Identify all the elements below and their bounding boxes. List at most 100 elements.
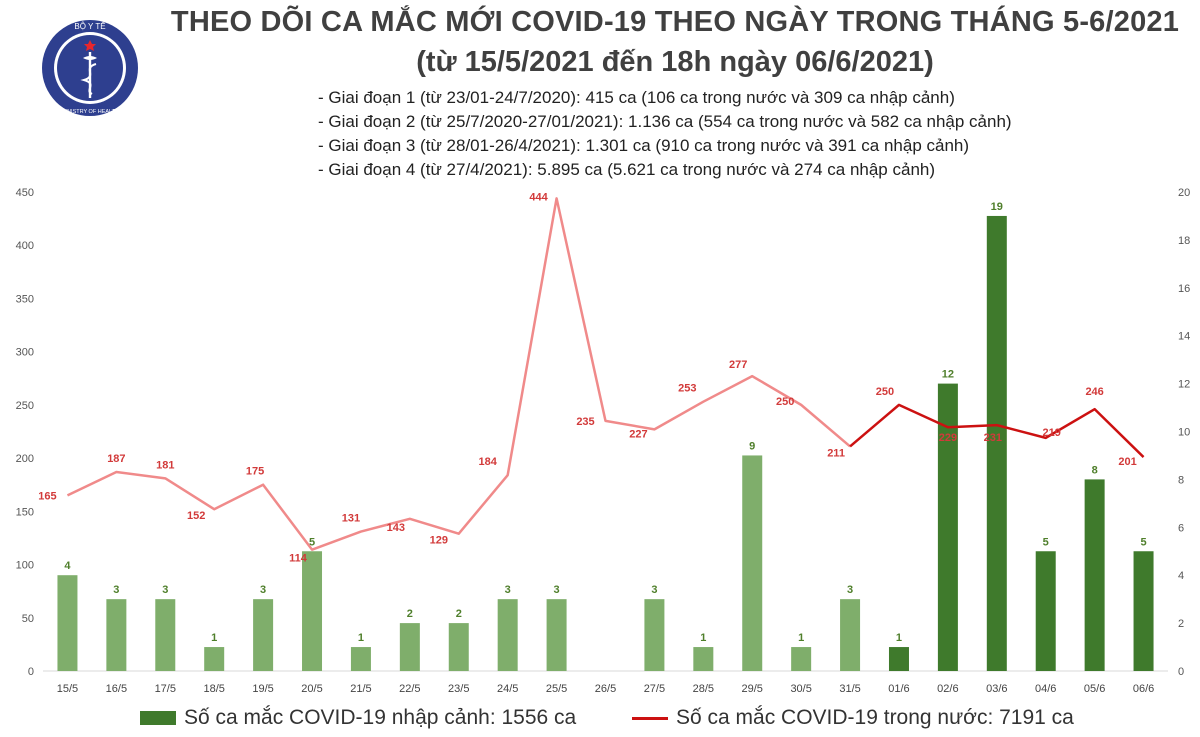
bar	[1133, 551, 1154, 671]
x-tick-label: 18/5	[203, 683, 224, 695]
line-data-label: 187	[107, 453, 125, 465]
bar	[106, 599, 127, 671]
bar	[204, 647, 225, 671]
y-right-tick-label: 20	[1178, 187, 1190, 199]
phase-note: - Giai đoạn 1 (từ 23/01-24/7/2020): 415 …	[318, 88, 955, 107]
bar	[497, 599, 518, 671]
line-data-label: 143	[387, 522, 405, 534]
line-data-label: 231	[984, 432, 1002, 444]
line-data-label: 246	[1085, 386, 1103, 398]
line-data-label: 129	[430, 535, 448, 547]
x-tick-label: 17/5	[155, 683, 176, 695]
bar-data-label: 3	[847, 584, 853, 596]
y-right-tick-label: 0	[1178, 666, 1184, 678]
bar-data-label: 3	[651, 584, 657, 596]
bar-data-label: 5	[1043, 536, 1049, 548]
bar	[546, 599, 567, 671]
y-left-tick-label: 300	[16, 347, 34, 359]
legend-item-line: Số ca mắc COVID-19 trong nước: 7191 ca	[632, 706, 1074, 730]
legend-label-bar: Số ca mắc COVID-19 nhập cảnh: 1556 ca	[184, 706, 577, 729]
line-data-label: 444	[529, 191, 548, 203]
bar-data-label: 2	[456, 608, 462, 620]
line-data-label: 211	[827, 447, 845, 459]
chart-title: THEO DÕI CA MẮC MỚI COVID-19 THEO NGÀY T…	[170, 6, 1180, 38]
x-tick-label: 31/5	[839, 683, 860, 695]
x-tick-label: 22/5	[399, 683, 420, 695]
x-tick-label: 02/6	[937, 683, 958, 695]
y-right-tick-label: 2	[1178, 618, 1184, 630]
combo-chart: 0501001502002503003504004500246810121416…	[16, 187, 1191, 695]
x-tick-label: 04/6	[1035, 683, 1056, 695]
bar	[742, 455, 763, 671]
legend-label-line: Số ca mắc COVID-19 trong nước: 7191 ca	[676, 706, 1074, 729]
legend-item-bar: Số ca mắc COVID-19 nhập cảnh: 1556 ca	[140, 706, 576, 730]
y-right-tick-label: 4	[1178, 570, 1184, 582]
y-right-tick-label: 10	[1178, 427, 1190, 439]
bar-data-label: 5	[309, 536, 315, 548]
phase-note: - Giai đoạn 3 (từ 28/01-26/4/2021): 1.30…	[318, 136, 970, 155]
bar	[693, 647, 714, 671]
x-tick-label: 25/5	[546, 683, 567, 695]
bar	[1035, 551, 1056, 671]
caduceus-icon	[80, 52, 97, 98]
x-tick-label: 03/6	[986, 683, 1007, 695]
logo-star-icon	[84, 40, 96, 51]
x-tick-label: 20/5	[301, 683, 322, 695]
bar	[399, 623, 420, 671]
line-data-label: 235	[576, 416, 594, 428]
bar-data-label: 5	[1140, 536, 1146, 548]
bar	[791, 647, 812, 671]
x-tick-label: 15/5	[57, 683, 78, 695]
y-left-tick-label: 200	[16, 453, 34, 465]
legend: Số ca mắc COVID-19 nhập cảnh: 1556 ca Số…	[0, 706, 1200, 736]
x-tick-label: 16/5	[106, 683, 127, 695]
y-left-tick-label: 450	[16, 187, 34, 199]
y-left-tick-label: 350	[16, 293, 34, 305]
x-tick-label: 27/5	[644, 683, 665, 695]
bar	[155, 599, 176, 671]
bar-data-label: 3	[505, 584, 511, 596]
y-left-tick-label: 100	[16, 560, 34, 572]
bar	[888, 647, 909, 671]
bar-data-label: 3	[554, 584, 560, 596]
line-data-label: 201	[1118, 456, 1136, 468]
bar-data-label: 19	[991, 201, 1003, 213]
x-tick-label: 24/5	[497, 683, 518, 695]
chart-subtitle: (từ 15/5/2021 đến 18h ngày 06/6/2021)	[416, 46, 934, 78]
line-data-label: 250	[876, 386, 894, 398]
ministry-logo: BỘ Y TẾ MINISTRY OF HEALTH	[42, 20, 138, 116]
x-tick-label: 26/5	[595, 683, 616, 695]
bar	[937, 383, 958, 671]
line-data-label: 184	[478, 456, 497, 468]
series-line-recent	[849, 403, 1145, 458]
line-data-label: 114	[289, 553, 308, 565]
x-tick-label: 01/6	[888, 683, 909, 695]
logo-bottom-text: MINISTRY OF HEALTH	[61, 109, 119, 115]
bar	[986, 215, 1007, 671]
x-tick-label: 28/5	[693, 683, 714, 695]
bar-data-label: 2	[407, 608, 413, 620]
bar	[57, 575, 78, 671]
bar	[1084, 479, 1105, 671]
x-tick-label: 06/6	[1133, 683, 1154, 695]
bar-data-label: 3	[260, 584, 266, 596]
bar-data-label: 1	[211, 632, 217, 644]
bar	[448, 623, 469, 671]
legend-swatch-line	[632, 716, 668, 720]
bar-data-label: 9	[749, 440, 755, 452]
x-tick-label: 21/5	[350, 683, 371, 695]
x-tick-label: 05/6	[1084, 683, 1105, 695]
phase-note: - Giai đoạn 2 (từ 25/7/2020-27/01/2021):…	[318, 112, 1012, 131]
phase-notes: - Giai đoạn 1 (từ 23/01-24/7/2020): 415 …	[318, 86, 1178, 182]
bar	[302, 551, 323, 671]
x-tick-label: 30/5	[790, 683, 811, 695]
y-right-tick-label: 8	[1178, 474, 1184, 486]
x-tick-label: 19/5	[252, 683, 273, 695]
y-left-tick-label: 50	[22, 613, 34, 625]
y-left-tick-label: 0	[28, 666, 34, 678]
y-left-tick-label: 400	[16, 240, 34, 252]
bar	[253, 599, 274, 671]
line-data-label: 253	[678, 383, 696, 395]
bar-data-label: 1	[358, 632, 364, 644]
bar-data-label: 12	[942, 369, 954, 381]
